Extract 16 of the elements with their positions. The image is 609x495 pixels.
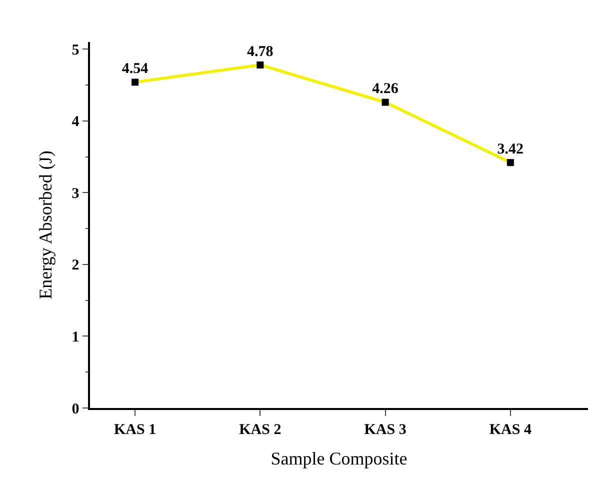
y-tick-label: 0 xyxy=(72,401,80,418)
y-axis-title: Energy Absorbed (J) xyxy=(35,150,56,300)
data-label: 4.78 xyxy=(247,44,274,60)
y-tick-label: 3 xyxy=(72,186,80,202)
x-tick-label: KAS 1 xyxy=(114,422,156,438)
data-label: 4.54 xyxy=(122,61,149,78)
data-label: 4.26 xyxy=(372,81,399,98)
x-tick-label: KAS 3 xyxy=(364,422,406,438)
y-tick-label: 5 xyxy=(72,42,80,58)
data-label: 3.42 xyxy=(497,141,524,158)
y-tick-label: 2 xyxy=(72,258,80,274)
x-tick-label: KAS 2 xyxy=(239,422,282,438)
y-tick-label: 4 xyxy=(72,114,80,130)
y-tick-label: 1 xyxy=(72,329,80,346)
x-axis-title: Sample Composite xyxy=(270,448,408,468)
x-tick-label: KAS 4 xyxy=(489,422,532,438)
